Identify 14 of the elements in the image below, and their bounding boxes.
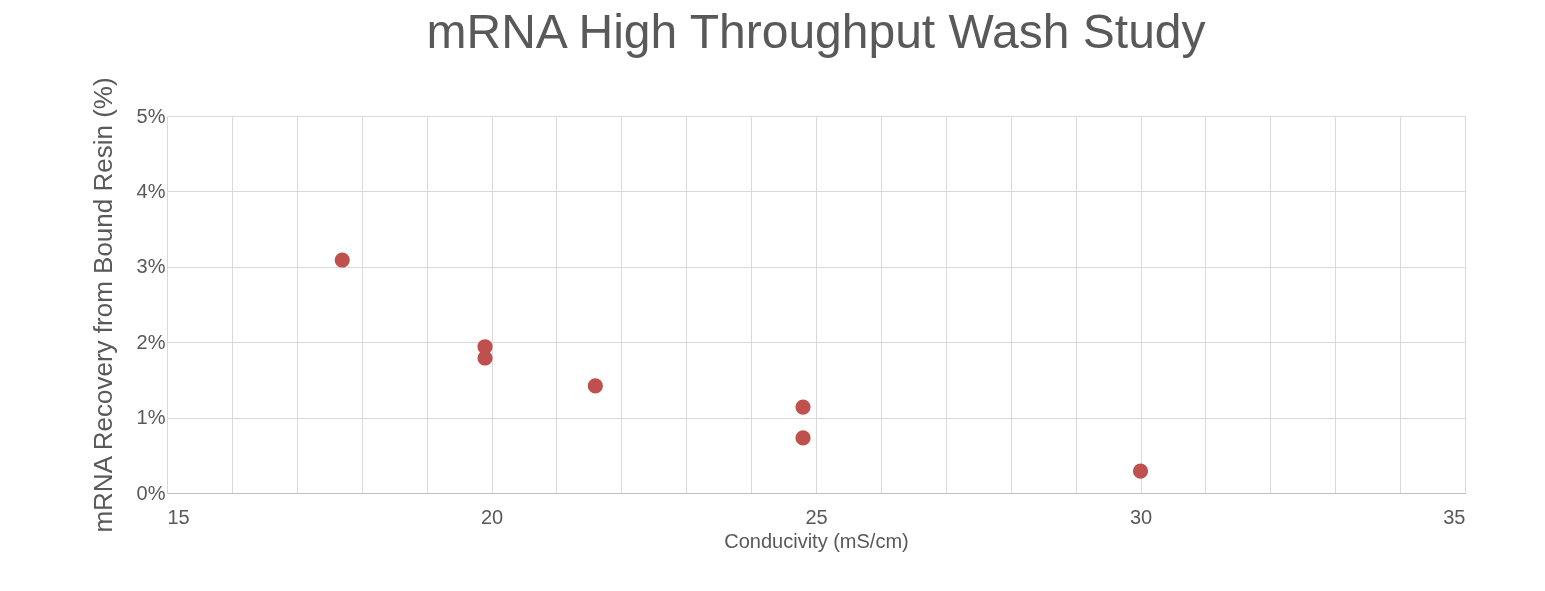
y-tick-label: 3% <box>136 255 166 278</box>
chart-title: mRNA High Throughput Wash Study <box>426 5 1206 59</box>
x-tick-label: 25 <box>805 505 828 528</box>
x-tick-label: 30 <box>1129 505 1153 528</box>
x-tick-label: 35 <box>1443 505 1466 528</box>
y-tick-label: 1% <box>136 406 166 429</box>
x-axis-title: Conducivity (mS/cm) <box>724 529 909 552</box>
y-axis-title: mRNA Recovery from Bound Resin (%) <box>87 77 118 533</box>
y-tick-label: 2% <box>136 330 166 353</box>
y-tick-label: 0% <box>136 481 166 504</box>
y-tick-label: 4% <box>136 179 166 202</box>
x-tick-label: 20 <box>480 505 504 528</box>
y-tick-label: 5% <box>136 104 166 127</box>
x-tick-label: 15 <box>167 505 190 528</box>
